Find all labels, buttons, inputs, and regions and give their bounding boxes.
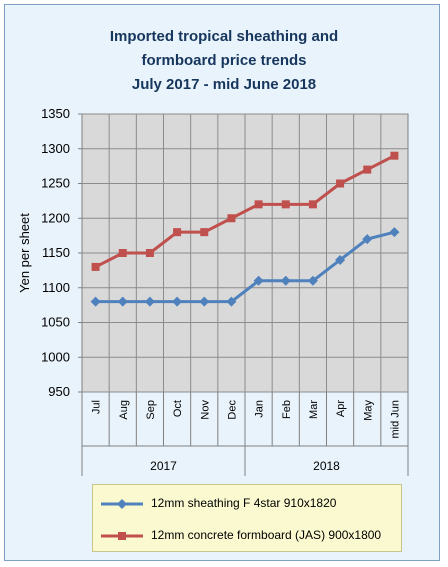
series-0-point	[307, 275, 318, 286]
y-tick-label: 1100	[42, 280, 70, 295]
series-1-point	[173, 228, 182, 237]
series-1-point	[390, 151, 399, 160]
series-0-point	[362, 234, 373, 245]
x-tick-label: mid Jun	[389, 400, 401, 439]
series-1-point	[227, 214, 236, 223]
legend-label-sheathing: 12mm sheathing F 4star 910x1820	[151, 496, 337, 510]
y-tick-label: 1250	[41, 176, 70, 191]
y-tick-label: 1150	[42, 245, 70, 260]
y-tick-label: 1050	[41, 315, 70, 330]
x-tick-label: Dec	[226, 400, 238, 420]
year-label: 2017	[150, 459, 177, 473]
series-1-point	[254, 200, 263, 209]
legend-swatch-sheathing	[101, 499, 143, 509]
series-0-point	[117, 296, 128, 307]
legend-label-formboard: 12mm concrete formboard (JAS) 900x1800	[151, 528, 382, 542]
x-tick-label: Jan	[254, 400, 266, 418]
series-1-point	[363, 165, 372, 174]
legend-item-sheathing: 12mm sheathing F 4star 910x1820	[99, 495, 399, 513]
series-0-point	[389, 227, 400, 238]
x-tick-label: Nov	[199, 400, 211, 420]
series-0-point	[172, 296, 183, 307]
legend: 12mm sheathing F 4star 910x1820 12mm con…	[92, 484, 402, 552]
y-tick-label: 1300	[41, 141, 70, 156]
series-1-point	[91, 262, 100, 271]
y-tick-label: 950	[48, 384, 70, 399]
x-tick-label: Feb	[281, 400, 293, 419]
y-tick-label: 1350	[41, 106, 70, 121]
y-tick-label: 1200	[41, 210, 70, 225]
x-tick-label: Apr	[335, 400, 347, 417]
series-0-point	[280, 275, 291, 286]
legend-swatch-formboard	[101, 532, 143, 540]
series-0-point	[335, 254, 346, 265]
x-tick-label: May	[362, 400, 374, 421]
chart-title-line-1: Imported tropical sheathing and	[109, 28, 339, 45]
series-0-point	[144, 296, 155, 307]
series-line-1	[94, 154, 396, 269]
x-tick-label: Jul	[91, 400, 103, 414]
chart-title-line-3: July 2017 - mid June 2018	[131, 76, 317, 93]
x-tick-label: Mar	[308, 400, 320, 419]
x-tick-label: Oct	[172, 400, 184, 417]
series-0-point	[199, 296, 210, 307]
series-1-point	[145, 249, 154, 257]
y-axis-title: Yen per sheet	[17, 213, 32, 293]
series-0-point	[226, 296, 237, 307]
series-1-point	[118, 249, 127, 257]
legend-item-formboard: 12mm concrete formboard (JAS) 900x1800	[99, 527, 399, 545]
series-0-point	[253, 275, 264, 286]
year-label: 2018	[313, 459, 340, 473]
series-1-point	[200, 228, 209, 237]
chart-title-line-2: formboard price trends	[141, 52, 307, 69]
series-0-point	[90, 296, 101, 307]
y-tick-label: 1000	[41, 349, 70, 364]
x-tick-label: Sep	[145, 400, 157, 420]
chart-svg: 950 1000 1050 1100 1150 1200 1250 1300 1350 2017 2…	[17, 106, 409, 476]
series-1-point	[336, 179, 345, 188]
series-1-point	[281, 200, 290, 209]
x-tick-label: Aug	[118, 400, 130, 420]
series-1-point	[308, 200, 317, 209]
